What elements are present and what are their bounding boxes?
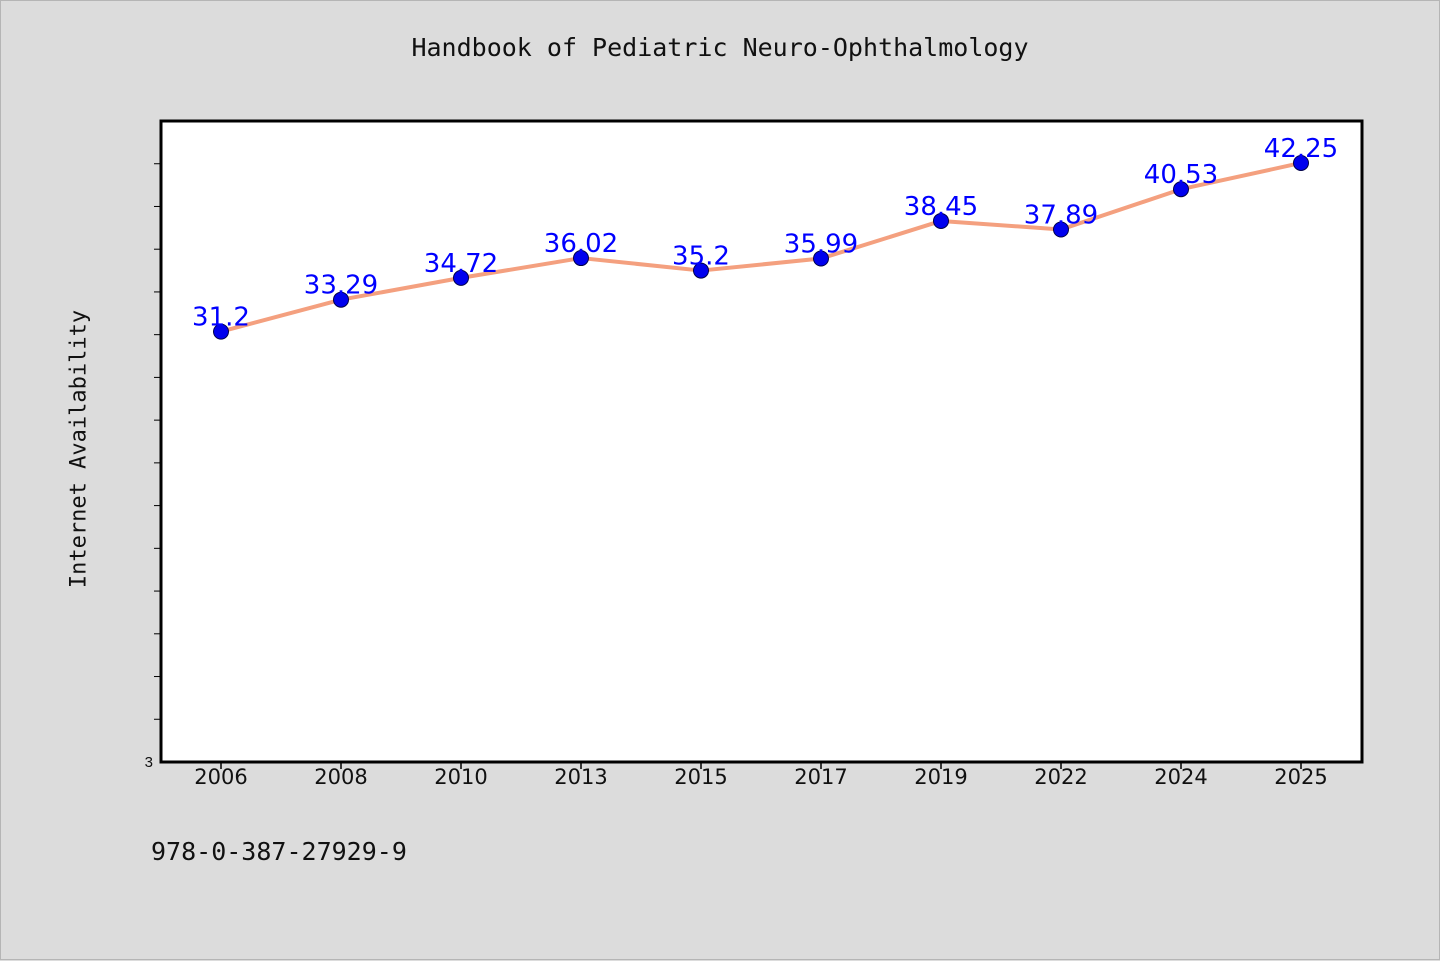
x-tick-label: 2006 <box>194 765 247 789</box>
data-label: 40.53 <box>1144 160 1218 190</box>
x-tick-label: 2019 <box>914 765 967 789</box>
data-label: 38.45 <box>904 192 978 222</box>
data-point <box>1173 181 1189 198</box>
data-point <box>933 212 949 229</box>
x-tick-label: 2015 <box>674 765 727 789</box>
x-tick-label: 2008 <box>314 765 367 789</box>
chart-title: Handbook of Pediatric Neuro-Ophthalmolog… <box>411 33 1029 62</box>
x-tick-label: 2017 <box>794 765 847 789</box>
x-tick-label: 2013 <box>554 765 607 789</box>
data-point <box>1053 221 1069 238</box>
data-point <box>693 262 709 279</box>
data-point <box>333 291 349 308</box>
x-tick-label: 2025 <box>1274 765 1327 789</box>
data-point <box>453 269 469 286</box>
x-tick-label: 2010 <box>434 765 487 789</box>
data-point <box>213 323 229 340</box>
data-label: 35.99 <box>784 230 858 260</box>
data-label: 33.29 <box>304 271 378 301</box>
y-tick-label: 3 <box>145 754 153 771</box>
x-tick-label: 2022 <box>1034 765 1087 789</box>
data-point <box>1293 154 1309 171</box>
isbn-text: 978-0-387-27929-9 <box>151 837 407 866</box>
data-point <box>573 250 589 267</box>
data-label: 37.89 <box>1024 201 1098 231</box>
data-label: 35.2 <box>672 242 730 272</box>
data-label: 42.25 <box>1264 134 1338 164</box>
data-label: 36.02 <box>544 229 618 259</box>
data-point <box>813 250 829 267</box>
series-line <box>219 160 1303 334</box>
plot-area <box>159 119 1364 764</box>
data-label: 31.2 <box>192 303 250 333</box>
data-label: 34.72 <box>424 249 498 279</box>
x-tick-label: 2024 <box>1154 765 1207 789</box>
